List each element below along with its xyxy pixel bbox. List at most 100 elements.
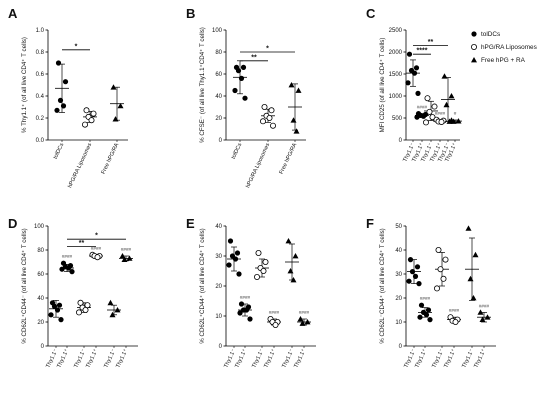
- category-label-free-hpg-ra: Free hPG/RA: [279, 142, 299, 175]
- panel-letter: D: [8, 216, 17, 231]
- category-label-free-hpg-ra: Free hPG/RA: [101, 142, 121, 175]
- data-point: [470, 295, 477, 301]
- y-tick-label: 10: [215, 314, 222, 320]
- data-group: [422, 95, 438, 126]
- y-tick-label: 20: [215, 116, 222, 122]
- significance-hash: ####: [240, 295, 251, 300]
- y-tick-label: 40: [37, 296, 44, 302]
- data-point: [110, 84, 117, 90]
- data-point: [58, 317, 64, 323]
- significance-label: *: [266, 46, 269, 53]
- y-tick-label: 20: [395, 296, 402, 302]
- y-tick-label: 2500: [389, 28, 403, 34]
- data-group: [110, 84, 124, 122]
- data-group: [433, 246, 449, 292]
- data-point: [238, 75, 245, 81]
- data-group: [82, 107, 97, 128]
- data-group: [107, 299, 121, 318]
- y-tick-label: 80: [215, 50, 222, 56]
- data-point: [259, 118, 266, 125]
- data-point: [287, 268, 294, 274]
- data-point: [422, 119, 429, 126]
- y-tick-label: 0.4: [36, 94, 45, 100]
- data-point: [235, 68, 242, 74]
- y-tick-label: 60: [37, 272, 44, 278]
- significance-label: **: [428, 39, 434, 46]
- data-point: [82, 306, 89, 313]
- data-point: [455, 118, 462, 124]
- legend-marker: [471, 57, 477, 63]
- data-point: [423, 312, 430, 318]
- data-group: [232, 60, 248, 101]
- data-point: [479, 316, 486, 322]
- data-point: [437, 266, 444, 273]
- data-point: [417, 314, 423, 320]
- y-tick-label: 50: [395, 224, 402, 230]
- panel-d: D 0 20 40 60 80 100 % CD62L⁺CD44⁻ (of all live …: [8, 216, 138, 369]
- y-tick-label: 1500: [389, 72, 403, 78]
- data-group: [226, 238, 242, 277]
- panel-b: B 0 20 40 60 80 100 % CFSE⁻ (of all live Thy1.1…: [186, 6, 306, 189]
- category-label-liposomes: hPG/RA Liposomes: [245, 142, 271, 189]
- data-point: [234, 250, 241, 256]
- data-group: [76, 299, 91, 316]
- data-point: [441, 73, 448, 79]
- data-point: [69, 269, 75, 275]
- data-group: ####: [297, 310, 311, 326]
- data-point: [418, 302, 425, 308]
- data-point: [290, 117, 297, 123]
- data-point: [51, 303, 58, 309]
- y-axis-label: % CD62L⁺CD44⁻ (of all live CD4⁺ T cells): [21, 228, 28, 343]
- significance-hash: ####: [435, 111, 446, 116]
- category-label-liposomes: hPG/RA Liposomes: [67, 142, 93, 189]
- legend-label: tolDCs: [481, 31, 500, 38]
- data-point: [247, 316, 253, 322]
- data-point: [57, 97, 64, 103]
- panel-letter: E: [186, 216, 195, 231]
- data-point: [253, 273, 260, 280]
- data-point: [266, 115, 273, 122]
- data-point: [411, 70, 418, 76]
- data-point: [420, 113, 427, 119]
- data-point: [83, 107, 90, 114]
- data-point: [48, 312, 54, 318]
- data-group: ####: [119, 247, 133, 262]
- legend-label: hPG/RA Liposomes: [481, 44, 537, 51]
- data-point: [121, 256, 128, 262]
- data-point: [236, 271, 242, 277]
- data-point: [425, 307, 432, 313]
- data-point: [269, 122, 276, 129]
- data-point: [65, 265, 72, 271]
- data-point: [272, 321, 279, 328]
- data-point: [238, 301, 245, 307]
- y-tick-label: 80: [37, 248, 44, 254]
- data-point: [405, 80, 411, 86]
- y-tick-label: 20: [37, 320, 44, 326]
- y-tick-label: 0.6: [36, 72, 45, 78]
- data-point: [59, 266, 65, 272]
- data-group: [259, 104, 276, 129]
- data-group: [406, 257, 422, 287]
- data-group: [48, 300, 64, 323]
- data-point: [416, 281, 422, 287]
- y-tick-label: 1.0: [36, 28, 45, 34]
- data-point: [109, 311, 116, 318]
- significance-hash: ####: [449, 308, 460, 313]
- data-point: [62, 79, 69, 85]
- y-tick-label: 30: [215, 254, 222, 260]
- data-point: [424, 95, 431, 102]
- data-group: [441, 73, 455, 124]
- data-point: [288, 82, 295, 88]
- data-point: [414, 114, 420, 120]
- significance-label: ****: [417, 48, 428, 55]
- data-group: [405, 51, 421, 96]
- data-point: [88, 117, 95, 124]
- data-point: [465, 225, 472, 231]
- y-tick-label: 40: [395, 248, 402, 254]
- data-point: [440, 275, 447, 282]
- y-tick-label: 40: [215, 224, 222, 230]
- data-group: ####: [237, 295, 253, 322]
- panel-letter: C: [366, 6, 376, 21]
- data-point: [472, 251, 479, 258]
- panel-f: F 0 10 20 30 40 50 % CD62L⁻CD44⁺ (of all live C…: [366, 216, 496, 369]
